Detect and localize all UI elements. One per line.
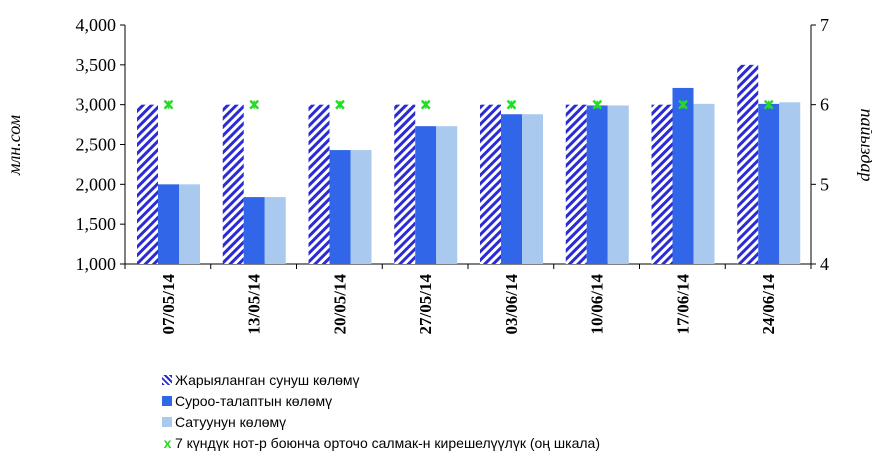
bar-offer (137, 104, 158, 265)
bar-demand (586, 105, 608, 264)
bar-offer (394, 104, 416, 265)
left-tick-label: 2,500 (76, 135, 117, 155)
legend-label-demand: Суроо-талаптын көлөмү (175, 392, 333, 409)
legend-swatch-sales (162, 416, 172, 427)
left-tick-label: 4,000 (76, 15, 117, 35)
legend-label-offer: Жарыяланган сунуш көлөмү (175, 371, 360, 388)
bar-demand (758, 103, 780, 265)
bar-offer (565, 104, 587, 265)
bar-offer (737, 64, 759, 264)
bar-demand (501, 114, 522, 264)
bar-demand (243, 197, 265, 264)
bar-demand (415, 126, 437, 264)
legend-marker-yield: x (163, 434, 172, 451)
bar-sales (264, 197, 286, 264)
bar-demand (329, 150, 351, 264)
x-tick-label: 17/06/14 (673, 274, 692, 335)
bar-sales (779, 102, 801, 264)
bar-offer (222, 104, 244, 265)
yield-marker (506, 99, 517, 110)
legend: Жарыяланган сунуш көлөмү Суроо-талаптын … (162, 369, 600, 453)
yield-marker (763, 99, 774, 110)
x-tick-label: 27/05/14 (416, 274, 435, 335)
x-tick-label: 20/05/14 (330, 274, 349, 335)
right-tick-label: 7 (820, 15, 829, 35)
yield-marker (420, 99, 431, 110)
bar-offer (480, 104, 501, 265)
left-tick-label: 3,000 (76, 95, 117, 115)
legend-item-yield: x 7 күндүк нот-р боюнча орточо салмак-н … (162, 432, 600, 453)
bar-sales (179, 184, 200, 264)
bar-offer (308, 104, 330, 265)
right-tick-label: 6 (820, 95, 829, 115)
left-axis-title: млн.сом (4, 114, 24, 176)
right-tick-label: 4 (820, 254, 829, 274)
chart: млн.сом пайыздар 1,000 1,500 2,000 2,500 3,0… (4, 15, 872, 335)
yield-marker (335, 99, 345, 110)
x-tick-label: 07/05/14 (159, 274, 178, 335)
bar-sales (693, 103, 715, 265)
left-tick-label: 3,500 (76, 55, 117, 75)
x-tick-label: 24/06/14 (759, 274, 778, 335)
left-tick-label: 2,000 (76, 174, 117, 194)
yield-marker (163, 99, 174, 110)
bar-sales (436, 126, 458, 264)
left-tick-label: 1,000 (76, 254, 117, 274)
bar-offer (651, 104, 673, 265)
legend-label-yield: 7 күндүк нот-р боюнча орточо салмак-н ки… (175, 434, 600, 451)
left-tick-label: 1,500 (76, 214, 117, 234)
legend-swatch-offer (162, 374, 172, 385)
legend-label-sales: Сатуунун көлөмү (175, 413, 287, 430)
bar-demand (672, 87, 694, 264)
yield-marker (592, 99, 603, 110)
legend-item-offer: Жарыяланган сунуш көлөмү (162, 369, 600, 390)
legend-swatch-demand (162, 395, 172, 406)
bar-sales (350, 150, 372, 264)
legend-item-demand: Суроо-талаптын көлөмү (162, 390, 600, 411)
bar-sales (607, 105, 629, 264)
right-axis-title: пайыздар (857, 108, 872, 181)
yield-marker (678, 99, 688, 110)
legend-item-sales: Сатуунун көлөмү (162, 411, 600, 432)
x-tick-label: 10/06/14 (588, 274, 607, 335)
yield-marker (249, 99, 260, 110)
x-tick-label: 03/06/14 (502, 274, 521, 335)
bar-demand (158, 184, 179, 264)
bar-sales (522, 114, 543, 264)
right-tick-label: 5 (820, 174, 829, 194)
x-tick-label: 13/05/14 (245, 274, 264, 335)
